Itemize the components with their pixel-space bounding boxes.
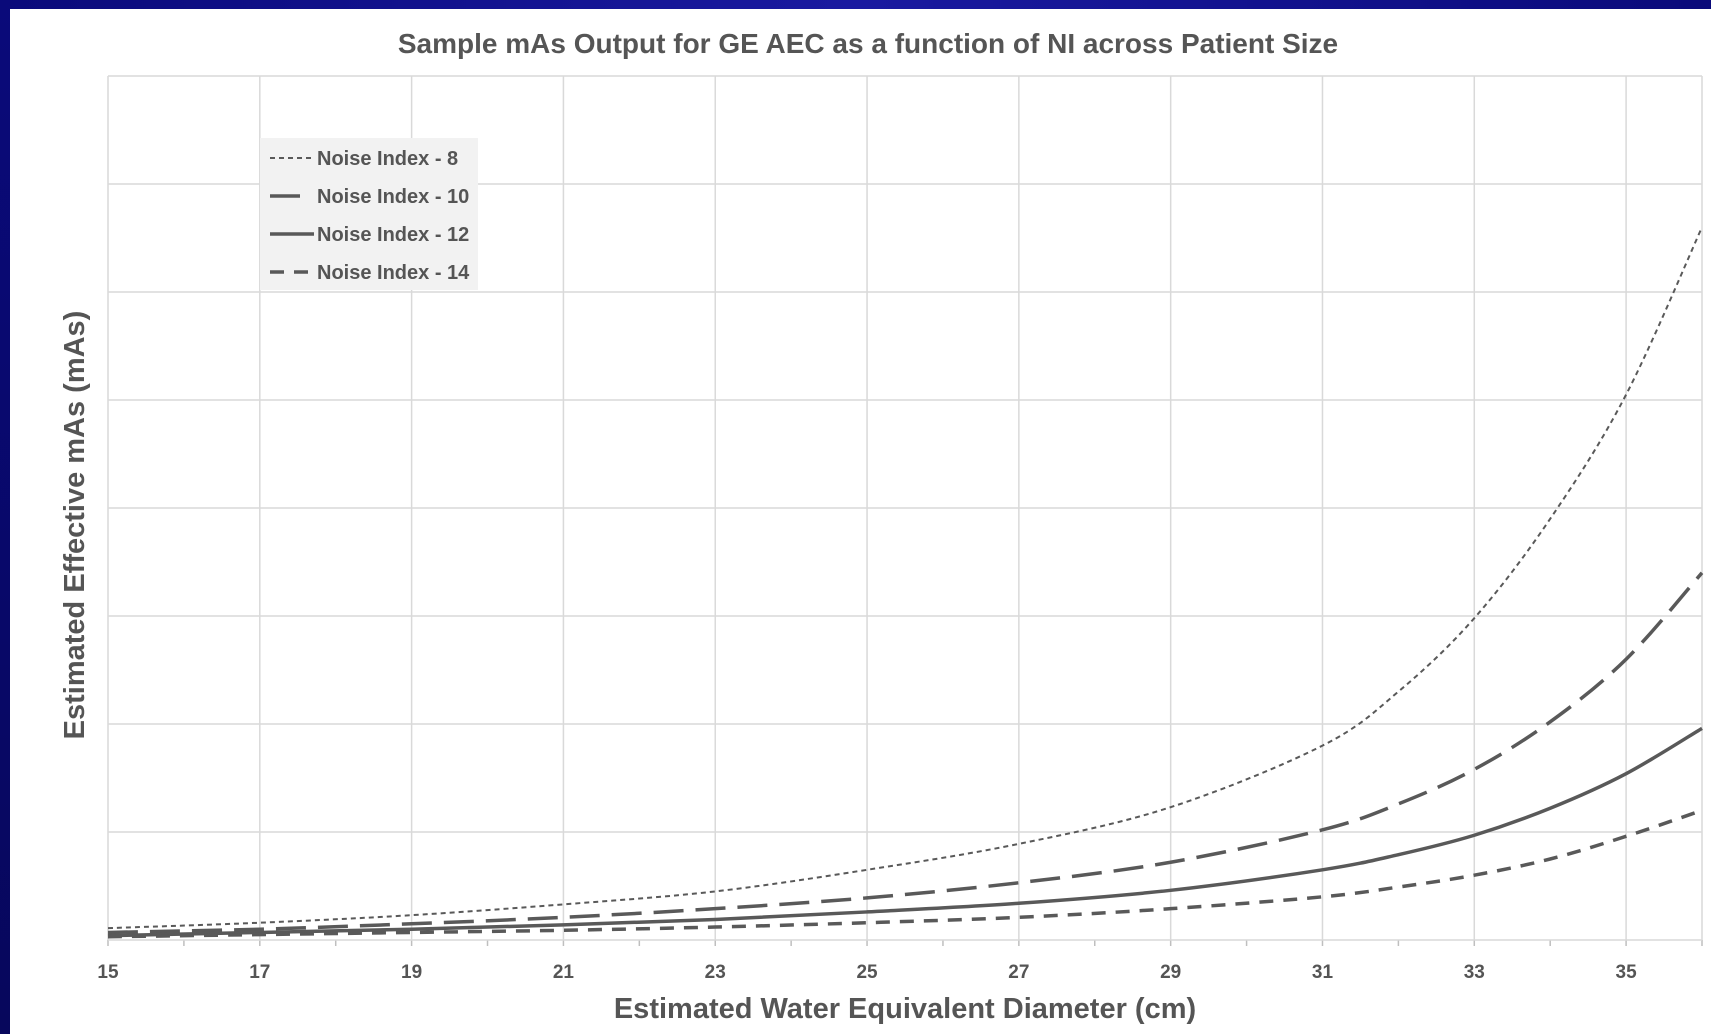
series-line-3 — [107, 726, 1703, 938]
grid — [107, 75, 1703, 946]
legend-label: Noise Index - 10 — [317, 186, 469, 208]
x-tick-label: 17 — [249, 962, 270, 983]
legend-label: Noise Index - 8 — [317, 148, 458, 170]
x-tick-label: 27 — [1008, 962, 1029, 983]
x-tick-label: 23 — [705, 962, 726, 983]
x-tick-label: 31 — [1312, 962, 1334, 983]
series-line-4 — [107, 808, 1703, 939]
chart-title: Sample mAs Output for GE AEC as a functi… — [398, 28, 1338, 59]
x-tick-label: 21 — [553, 962, 575, 983]
x-tick-label: 29 — [1160, 962, 1181, 983]
series-line-2 — [107, 571, 1704, 935]
x-axis-ticks: 15 17 19 21 23 25 27 29 31 33 35 — [97, 962, 1637, 983]
top-frame-border — [0, 0, 1711, 9]
legend: Noise Index - 8 Noise Index - 10 Noise Ind… — [260, 138, 478, 290]
legend-label: Noise Index - 14 — [317, 262, 470, 284]
y-axis-label: Estimated Effective mAs (mAs) — [59, 311, 91, 740]
x-tick-label: 25 — [856, 962, 878, 983]
legend-box — [260, 138, 478, 290]
series-line-1 — [107, 226, 1703, 930]
x-axis-label: Estimated Water Equivalent Diameter (cm) — [614, 993, 1196, 1025]
series-lines — [107, 226, 1704, 939]
x-tick-label: 35 — [1616, 962, 1638, 983]
x-tick-label: 15 — [97, 962, 119, 983]
x-tick-label: 19 — [401, 962, 422, 983]
x-tick-label: 33 — [1464, 962, 1485, 983]
left-frame-border — [0, 0, 10, 1034]
legend-label: Noise Index - 12 — [317, 224, 469, 246]
